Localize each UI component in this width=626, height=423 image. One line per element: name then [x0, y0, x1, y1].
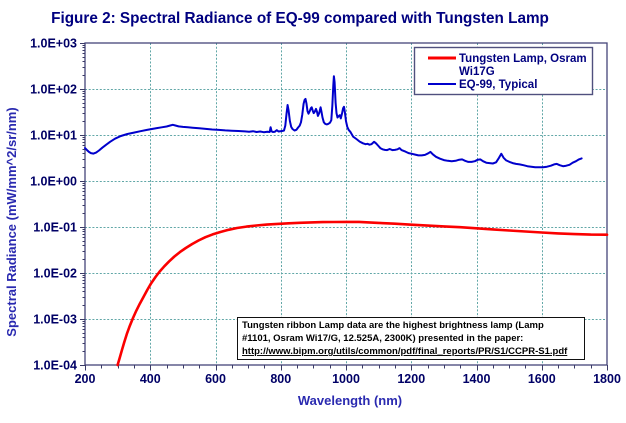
y-axis-title: Spectral Radiance (mW/mm^2/sr/nm) [4, 107, 19, 336]
x-tick-label-800: 800 [270, 372, 291, 386]
annotation-line-1: Tungsten ribbon Lamp data are the highes… [242, 320, 544, 331]
y-tick-label-1.0E+00: 1.0E+00 [30, 174, 77, 188]
x-tick-label-200: 200 [75, 372, 96, 386]
y-tick-label-1.0E+02: 1.0E+02 [30, 82, 77, 96]
x-tick-label-400: 400 [140, 372, 161, 386]
x-tick-label-600: 600 [205, 372, 226, 386]
legend-label-tungsten-line1: Tungsten Lamp, Osram [459, 53, 587, 65]
x-tick-label-1400: 1400 [463, 372, 491, 386]
series-eq99-curve [84, 75, 583, 169]
figure-title: Figure 2: Spectral Radiance of EQ-99 com… [51, 10, 549, 27]
y-tick-label-1.0E-04: 1.0E-04 [33, 358, 77, 372]
y-tick-label-1.0E+03: 1.0E+03 [30, 36, 77, 50]
legend-label-tungsten-line2: Wi17G [459, 66, 495, 78]
x-tick-label-1600: 1600 [528, 372, 556, 386]
y-tick-label-1.0E-03: 1.0E-03 [33, 312, 77, 326]
legend-label-eq99: EQ-99, Typical [459, 79, 537, 91]
annotation-url[interactable]: http://www.bipm.org/utils/common/pdf/fin… [242, 346, 568, 357]
x-axis-title: Wavelength (nm) [298, 393, 402, 408]
y-tick-label-1.0E+01: 1.0E+01 [30, 128, 77, 142]
x-tick-label-1000: 1000 [332, 372, 360, 386]
series-tungsten-curve [116, 220, 609, 367]
legend: Tungsten Lamp, Osram Wi17G EQ-99, Typica… [413, 46, 594, 96]
legend-box [413, 46, 594, 96]
annotation-line-2: #1101, Osram Wi17/G, 12.525A, 2300K) pre… [242, 333, 523, 344]
annotation-box: Tungsten ribbon Lamp data are the highes… [237, 317, 585, 360]
y-tick-label-1.0E-01: 1.0E-01 [33, 220, 77, 234]
x-tick-label-1800: 1800 [593, 372, 621, 386]
x-tick-label-1200: 1200 [397, 372, 425, 386]
y-tick-label-1.0E-02: 1.0E-02 [33, 266, 77, 280]
annotation-border [237, 317, 585, 360]
